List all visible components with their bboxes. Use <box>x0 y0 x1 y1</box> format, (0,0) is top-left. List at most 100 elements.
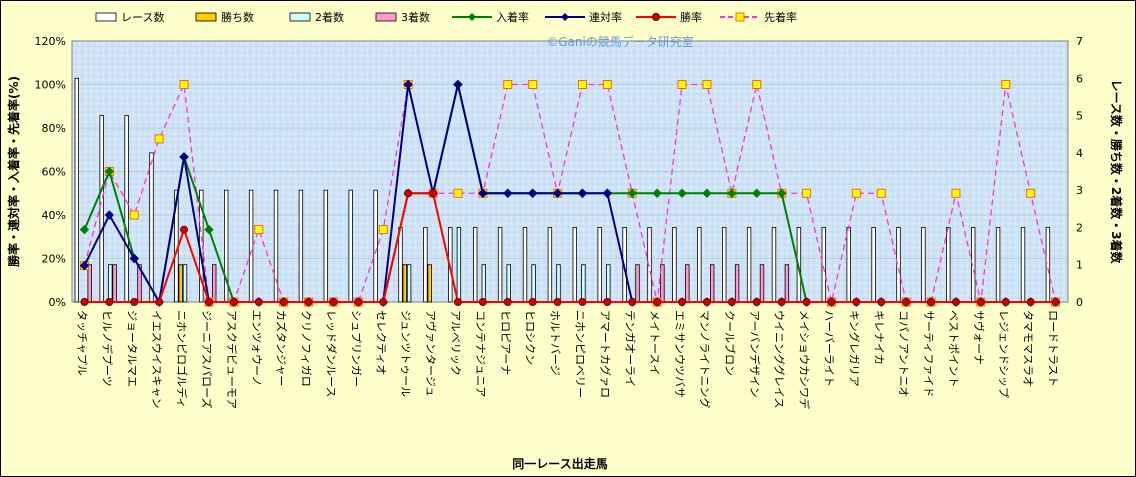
category-label-text: アスクデビューモア <box>225 310 239 409</box>
bar-レース数 <box>423 227 428 303</box>
marker-先着率 <box>179 80 189 89</box>
marker-先着率 <box>503 80 513 89</box>
category-label: コパノアントニオ <box>897 310 910 398</box>
bar-レース数 <box>821 227 826 303</box>
marker-先着率 <box>1001 80 1011 89</box>
bar-2着数 <box>506 264 511 303</box>
category-label-text: メイトースイ <box>648 310 661 375</box>
legend-swatch-レース数 <box>95 12 117 22</box>
category-label: セレクティオ <box>374 310 387 375</box>
legend-swatch-2着数 <box>289 12 311 22</box>
category-label-text: ハーバーライト <box>822 310 835 387</box>
bar-レース数 <box>697 227 702 303</box>
marker-先着率 <box>851 188 861 198</box>
bar-レース数 <box>323 189 328 303</box>
bar-レース数 <box>771 227 777 303</box>
category-label: キングレガリア <box>847 310 861 387</box>
marker-先着率 <box>1026 188 1036 198</box>
category-label-text: クリノフィガロ <box>300 310 313 387</box>
bar-3着数 <box>87 264 92 303</box>
category-label-text: エンツォウーノ <box>250 310 263 386</box>
category-label-text: ヒルノデプーツ <box>100 310 114 387</box>
right-axis-title: レース数・勝ち数・2着数・3着数 <box>1109 79 1124 264</box>
marker-勝率 <box>503 297 512 306</box>
category-label: ニホンピロゴルディ <box>175 310 189 408</box>
marker-連対率 <box>129 253 139 264</box>
marker-勝率 <box>80 297 89 306</box>
right-tick-label: 4 <box>1076 147 1083 160</box>
marker-連対率 <box>179 152 189 162</box>
marker-勝率 <box>553 297 562 306</box>
category-label: ヒロシクン <box>524 310 537 365</box>
category-label-text: レジェンドシップ <box>997 310 1010 398</box>
category-label: クリノフィガロ <box>300 310 313 387</box>
bar-レース数 <box>273 189 279 303</box>
bar-レース数 <box>746 227 752 303</box>
bar-レース数 <box>547 227 553 303</box>
legend-label: 入着率 <box>496 10 529 24</box>
marker-先着率 <box>752 80 762 89</box>
bar-レース数 <box>572 227 577 303</box>
category-label: ウイニンググレイス <box>773 310 787 408</box>
bar-勝ち数 <box>402 264 407 303</box>
category-label-text: ウイニンググレイス <box>773 310 787 408</box>
marker-入着率 <box>627 188 637 198</box>
legend-marker <box>561 13 569 21</box>
marker-勝率 <box>1026 297 1035 306</box>
marker-連対率 <box>79 260 90 271</box>
bar-レース数 <box>472 227 478 303</box>
category-label: カズタンジャー <box>275 310 289 386</box>
bar-レース数 <box>672 227 677 303</box>
bar-レース数 <box>149 152 154 303</box>
right-tick-label: 2 <box>1076 221 1083 234</box>
category-label-text: エミサンウツバサ <box>673 310 686 398</box>
category-label: イエスウイスキャン <box>150 310 163 409</box>
marker-勝率 <box>180 225 189 234</box>
bar-レース数 <box>398 227 403 303</box>
marker-勝率 <box>229 297 238 306</box>
marker-連対率 <box>403 79 413 90</box>
marker-勝率 <box>478 297 487 306</box>
category-label: サヴォーナ <box>972 310 986 365</box>
marker-先着率 <box>677 80 687 89</box>
category-label-text: タッチャプル <box>75 310 88 376</box>
marker-勝率 <box>902 297 911 306</box>
left-tick-label: 100% <box>35 79 66 92</box>
marker-勝率 <box>1051 297 1060 306</box>
marker-先着率 <box>129 210 139 220</box>
bar-2着数 <box>406 264 412 303</box>
category-label: アーバンデザイン <box>748 310 762 398</box>
category-label-text: コンテナジュニア <box>474 310 487 397</box>
left-tick-label: 80% <box>42 122 66 135</box>
category-label: サーティファイド <box>922 310 935 397</box>
category-label-text: メイショウカシワデ <box>798 310 812 409</box>
category-label-text: ニホンピロゴルディ <box>175 310 189 408</box>
category-label-text: アーバンデザイン <box>748 310 762 398</box>
marker-連対率 <box>577 188 588 198</box>
marker-勝率 <box>802 297 811 306</box>
category-label-text: コパノアントニオ <box>897 310 910 398</box>
right-tick-label: 3 <box>1076 184 1083 197</box>
marker-勝率 <box>852 297 861 306</box>
marker-勝率 <box>727 297 736 306</box>
bar-レース数 <box>298 189 304 303</box>
marker-先着率 <box>154 134 164 144</box>
marker-勝率 <box>653 297 662 306</box>
marker-入着率 <box>652 188 662 198</box>
bar-勝ち数 <box>178 264 183 303</box>
bar-3着数 <box>112 264 117 303</box>
bar-2着数 <box>481 264 486 303</box>
bar-3着数 <box>710 264 715 303</box>
marker-勝率 <box>329 297 338 306</box>
marker-連対率 <box>503 188 513 198</box>
marker-勝率 <box>628 297 637 306</box>
category-label: ロードトラスト <box>1047 310 1060 387</box>
category-label-text: セレクティオ <box>374 310 387 375</box>
legend-marker <box>468 13 476 21</box>
marker-勝率 <box>254 297 263 306</box>
left-tick-label: 0% <box>49 296 66 309</box>
category-label: テンガオーライ <box>623 310 636 387</box>
bar-3着数 <box>685 264 690 303</box>
category-label: クールブロン <box>723 310 737 376</box>
legend-marker <box>735 12 745 22</box>
